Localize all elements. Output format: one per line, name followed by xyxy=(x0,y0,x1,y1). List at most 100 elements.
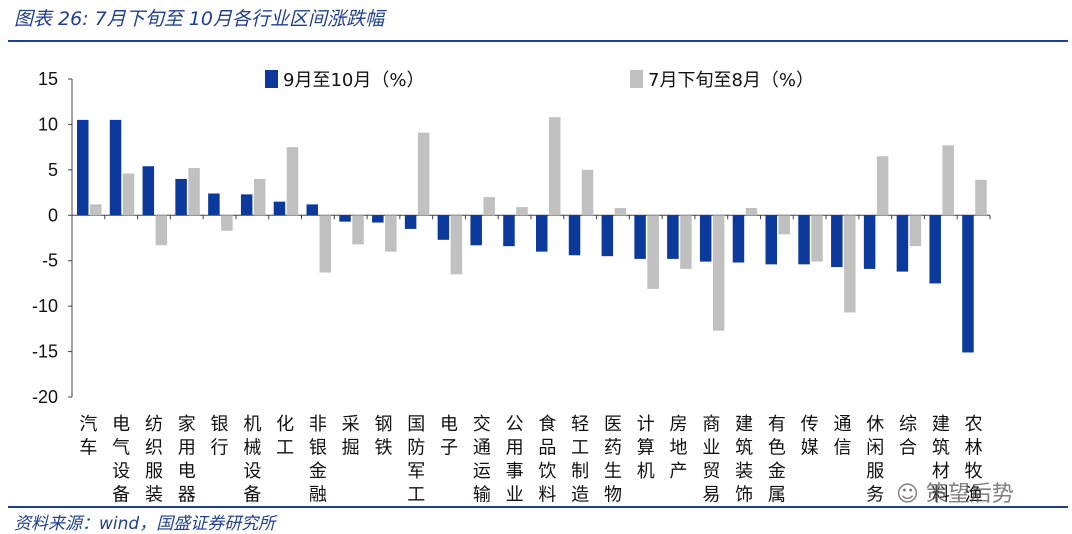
bar-jul-aug-4 xyxy=(221,215,233,231)
bar-jul-aug-24 xyxy=(876,156,889,216)
bar-sep-oct-11 xyxy=(437,215,450,240)
y-tick-label: -15 xyxy=(32,342,58,362)
chart-title: 图表 26: 7月下旬至 10月各行业区间涨跌幅 xyxy=(14,8,384,30)
legend-swatch-0 xyxy=(265,70,278,88)
bar-sep-oct-24 xyxy=(863,215,876,269)
x-category-label: 计算机 xyxy=(637,414,655,482)
x-category-label: 家用电器 xyxy=(178,414,196,506)
x-category-label: 公用事业 xyxy=(506,414,524,506)
bar-jul-aug-5 xyxy=(253,178,266,216)
x-axis-labels: 汽车电气设备纺织服装家用电器银行机械设备化工非银金融采掘钢铁国防军工电子交通运输… xyxy=(79,414,982,506)
y-tick-label: -10 xyxy=(32,296,58,316)
bar-sep-oct-5 xyxy=(240,194,253,216)
x-category-label: 国防军工 xyxy=(407,414,425,506)
bar-sep-oct-21 xyxy=(765,215,777,265)
bar-jul-aug-14 xyxy=(549,117,561,216)
bar-jul-aug-7 xyxy=(319,215,331,273)
x-category-label: 采掘 xyxy=(342,414,360,459)
x-category-label: 休闲服务 xyxy=(866,414,884,506)
x-category-label: 交通运输 xyxy=(473,414,491,506)
bar-sep-oct-7 xyxy=(306,204,318,216)
bar-sep-oct-18 xyxy=(667,215,679,259)
bar-jul-aug-10 xyxy=(417,132,430,216)
bar-sep-oct-3 xyxy=(175,178,187,216)
y-tick-label: 15 xyxy=(38,69,58,89)
bar-jul-aug-27 xyxy=(975,179,987,216)
x-category-label: 纺织服装 xyxy=(145,414,163,506)
x-category-label: 化工 xyxy=(276,414,294,459)
y-tick-label: 10 xyxy=(38,114,58,134)
title-divider xyxy=(8,40,1068,42)
x-category-label: 传媒 xyxy=(801,414,819,459)
legend-swatch-1 xyxy=(630,70,643,88)
bar-jul-aug-25 xyxy=(909,215,922,247)
bar-sep-oct-13 xyxy=(503,215,515,247)
bars xyxy=(77,117,987,353)
bar-sep-oct-16 xyxy=(601,215,614,257)
bar-jul-aug-16 xyxy=(614,208,627,216)
x-category-label: 钢铁 xyxy=(374,414,392,459)
source-note: 资料来源：wind，国盛证券研究所 xyxy=(14,514,276,534)
x-category-label: 商业贸易 xyxy=(702,414,720,506)
x-category-label: 通信 xyxy=(833,414,851,459)
bar-sep-oct-15 xyxy=(568,215,581,256)
bar-jul-aug-8 xyxy=(352,215,364,245)
y-tick-label: 5 xyxy=(48,160,58,180)
legend: 9月至10月（%） 7月下旬至8月（%） xyxy=(265,70,814,91)
bar-sep-oct-1 xyxy=(109,119,122,216)
x-category-label: 建筑材料 xyxy=(932,414,950,506)
x-category-label: 汽车 xyxy=(79,414,97,459)
y-tick-label: -5 xyxy=(42,251,58,271)
bar-jul-aug-23 xyxy=(844,215,856,313)
bar-sep-oct-26 xyxy=(929,215,941,284)
bar-jul-aug-21 xyxy=(778,215,790,235)
bar-jul-aug-2 xyxy=(155,215,168,246)
bar-sep-oct-9 xyxy=(372,215,384,223)
bar-sep-oct-19 xyxy=(699,215,712,262)
x-category-label: 农林牧渔 xyxy=(965,414,983,506)
bar-jul-aug-11 xyxy=(450,215,463,275)
x-category-label: 房地产 xyxy=(670,414,688,482)
x-category-label: 机械设备 xyxy=(243,414,261,506)
bar-jul-aug-12 xyxy=(483,197,495,216)
x-category-label: 有色金属 xyxy=(768,414,786,506)
bar-sep-oct-10 xyxy=(404,215,417,229)
bar-sep-oct-22 xyxy=(798,215,810,265)
bar-sep-oct-12 xyxy=(470,215,482,246)
bar-jul-aug-17 xyxy=(647,215,659,289)
bar-jul-aug-13 xyxy=(516,207,528,216)
bar-jul-aug-26 xyxy=(942,145,954,216)
legend-label-0: 9月至10月（%） xyxy=(283,70,424,91)
bar-sep-oct-17 xyxy=(634,215,646,259)
bar-sep-oct-23 xyxy=(831,215,843,268)
bar-sep-oct-4 xyxy=(208,193,220,216)
bar-jul-aug-9 xyxy=(385,215,397,252)
bar-jul-aug-6 xyxy=(286,147,299,216)
bar-jul-aug-1 xyxy=(122,173,135,216)
bar-jul-aug-22 xyxy=(811,215,823,262)
bar-sep-oct-25 xyxy=(896,215,909,272)
bar-sep-oct-14 xyxy=(536,215,548,252)
bar-sep-oct-0 xyxy=(77,119,89,216)
bar-chart: 15 10 5 0 -5 -10 -15 -20 汽车电气设备纺织服装家用电器银行机械设备化工… xyxy=(32,69,991,506)
x-category-label: 综合 xyxy=(899,414,917,459)
bar-jul-aug-20 xyxy=(745,208,758,216)
bar-sep-oct-8 xyxy=(339,215,351,222)
legend-label-1: 7月下旬至8月（%） xyxy=(648,70,814,91)
bar-jul-aug-18 xyxy=(680,215,692,269)
bar-jul-aug-15 xyxy=(581,169,594,216)
bar-sep-oct-27 xyxy=(962,215,974,353)
bar-jul-aug-3 xyxy=(188,168,200,216)
footer-divider xyxy=(8,506,1068,508)
bar-jul-aug-19 xyxy=(712,215,725,331)
x-category-label: 建筑装饰 xyxy=(735,414,753,506)
x-category-label: 医药生物 xyxy=(604,414,622,506)
watermark: ☺ 策望后势 xyxy=(896,482,1014,507)
x-category-label: 电子 xyxy=(440,414,458,459)
x-category-label: 电气设备 xyxy=(112,414,130,506)
x-category-label: 轻工制造 xyxy=(571,414,589,506)
bar-sep-oct-20 xyxy=(732,215,745,263)
y-tick-label: -20 xyxy=(32,387,58,407)
bar-jul-aug-0 xyxy=(90,204,102,216)
bar-sep-oct-6 xyxy=(273,201,286,216)
